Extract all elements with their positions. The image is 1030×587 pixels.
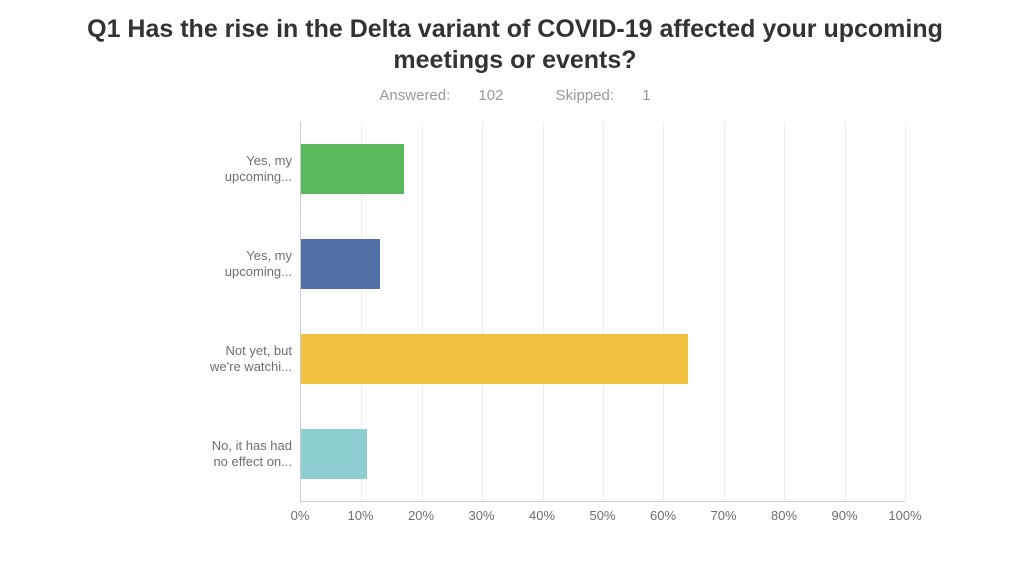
survey-chart-page: Q1 Has the rise in the Delta variant of …: [0, 0, 1030, 587]
skipped-block: Skipped: 1: [544, 87, 663, 104]
bar: [301, 239, 380, 289]
y-tick-label: Not yet, but we're watchi...: [132, 343, 292, 376]
y-tick-label: Yes, my upcoming...: [132, 153, 292, 186]
y-tick-label: No, it has had no effect on...: [132, 438, 292, 471]
x-tick-label: 60%: [650, 508, 676, 523]
skipped-label: Skipped:: [556, 87, 614, 104]
bar-chart: Yes, my upcoming... Yes, my upcoming... No…: [125, 122, 905, 530]
x-tick-label: 0%: [291, 508, 310, 523]
x-tick-label: 100%: [888, 508, 921, 523]
response-meta: Answered: 102 Skipped: 1: [30, 87, 1000, 104]
plot-area-wrap: 0%10%20%30%40%50%60%70%80%90%100%: [300, 122, 905, 530]
x-tick-label: 70%: [710, 508, 736, 523]
bar: [301, 334, 688, 384]
answered-value: 102: [478, 87, 503, 104]
x-tick-label: 40%: [529, 508, 555, 523]
x-axis: 0%10%20%30%40%50%60%70%80%90%100%: [300, 502, 905, 530]
x-tick-label: 10%: [347, 508, 373, 523]
gridline: [905, 122, 906, 501]
question-title: Q1 Has the rise in the Delta variant of …: [65, 14, 965, 77]
x-tick-label: 80%: [771, 508, 797, 523]
skipped-value: 1: [642, 87, 650, 104]
x-tick-label: 50%: [589, 508, 615, 523]
bar: [301, 144, 404, 194]
bar: [301, 429, 367, 479]
y-axis-labels: Yes, my upcoming... Yes, my upcoming... No…: [125, 122, 300, 502]
bars-layer: [301, 122, 905, 501]
answered-label: Answered:: [379, 87, 450, 104]
x-tick-label: 20%: [408, 508, 434, 523]
plot-area: [300, 122, 905, 502]
answered-block: Answered: 102: [367, 87, 519, 104]
y-tick-label: Yes, my upcoming...: [132, 248, 292, 281]
x-tick-label: 90%: [831, 508, 857, 523]
x-tick-label: 30%: [468, 508, 494, 523]
